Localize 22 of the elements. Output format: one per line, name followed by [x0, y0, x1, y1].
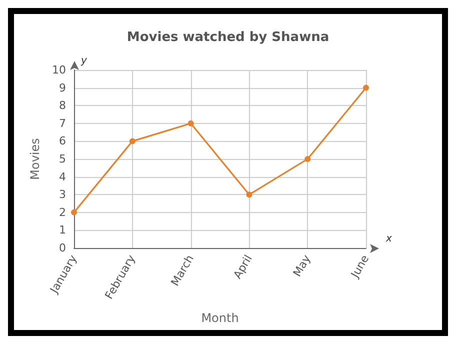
y-tick-label: 7 [59, 116, 66, 130]
y-tick-label: 8 [59, 99, 66, 112]
point [71, 209, 77, 216]
point [129, 138, 136, 144]
y-tick-label: 10 [52, 64, 66, 76]
y-tick-label: 5 [59, 152, 66, 166]
point [304, 156, 311, 162]
text: y [80, 56, 88, 66]
chart-title: Movies watched by Shawna [126, 30, 330, 45]
y-tick-label: 6 [59, 134, 66, 148]
y-axis-title: Movies [28, 138, 42, 180]
x-axis-title: Month [201, 311, 239, 325]
y-tick-label: 0 [59, 242, 66, 254]
text: x [385, 234, 392, 244]
point [188, 120, 194, 126]
y-tick-label: 4 [59, 170, 66, 184]
point [363, 84, 369, 91]
y-tick-label: 2 [59, 206, 66, 219]
y-tick-label: 1 [59, 224, 66, 237]
y-tick-label: 3 [59, 188, 66, 202]
y-tick-label: 9 [59, 81, 66, 94]
point [246, 192, 252, 198]
